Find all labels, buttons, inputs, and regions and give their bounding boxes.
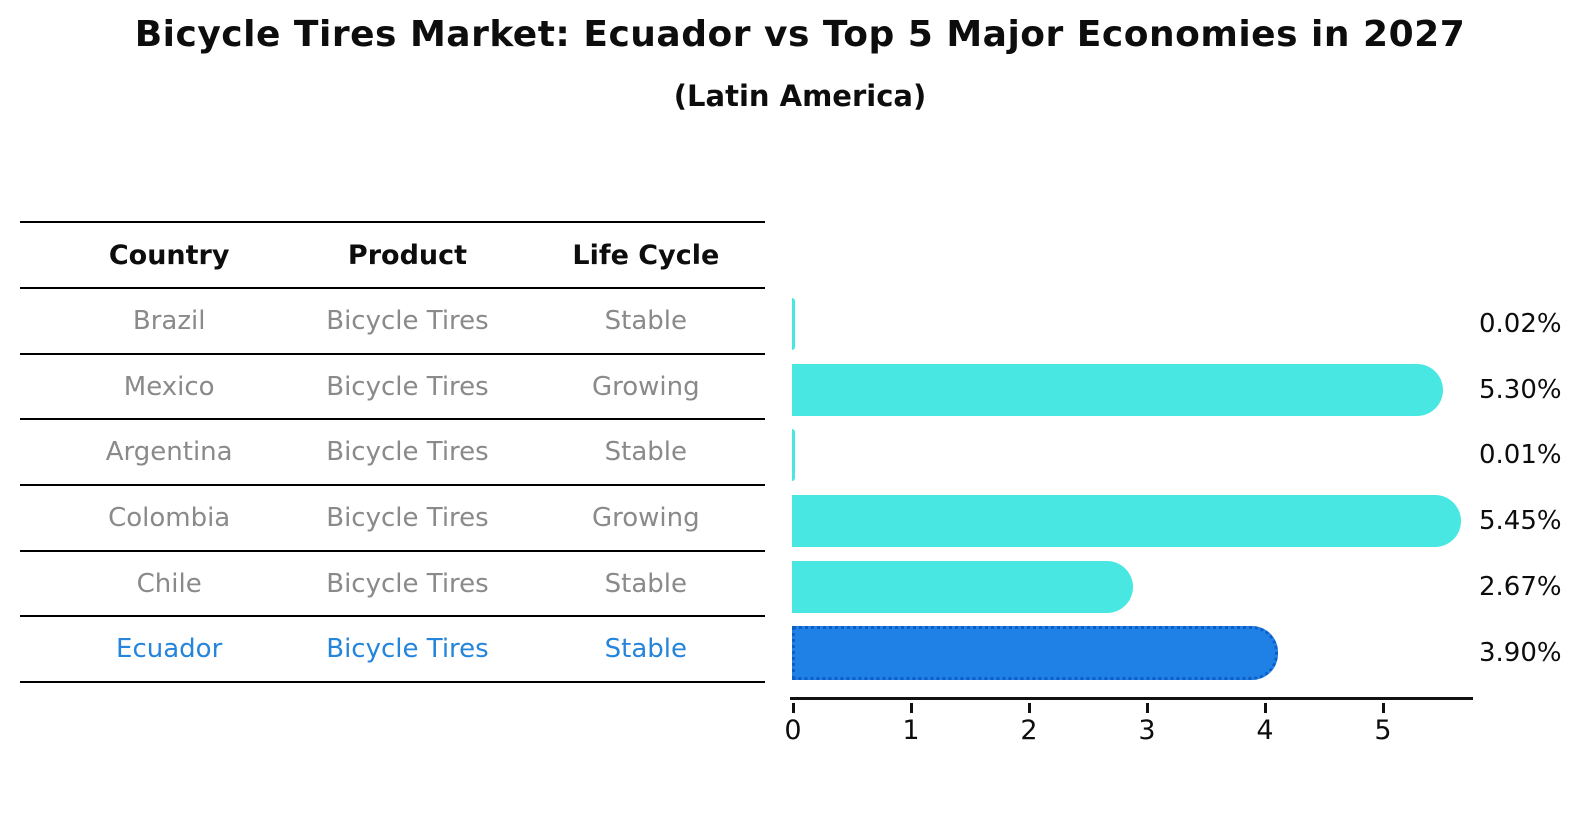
x-axis-tick-1 bbox=[910, 703, 913, 713]
figure-subtitle: (Latin America) bbox=[673, 79, 927, 113]
value-label-ecuador: 3.90% bbox=[1479, 637, 1562, 668]
table-row-chile: Chile Bicycle Tires Stable bbox=[20, 552, 765, 618]
table-row-colombia: Colombia Bicycle Tires Growing bbox=[20, 486, 765, 552]
cell-life-cycle-argentina: Stable bbox=[604, 437, 687, 468]
cell-product-brazil: Bicycle Tires bbox=[326, 305, 489, 336]
column-header-country: Country bbox=[108, 239, 230, 271]
cell-product-mexico: Bicycle Tires bbox=[326, 371, 489, 402]
cell-country-ecuador: Ecuador bbox=[116, 634, 223, 665]
x-axis-tick-3 bbox=[1146, 703, 1149, 713]
cell-product-chile: Bicycle Tires bbox=[326, 568, 489, 599]
bar-colombia bbox=[792, 495, 1462, 548]
x-axis-tick-5 bbox=[1382, 703, 1385, 713]
cell-country-colombia: Colombia bbox=[108, 502, 231, 533]
value-label-brazil: 0.02% bbox=[1479, 309, 1562, 339]
bar-mexico bbox=[792, 363, 1444, 416]
cell-country-mexico: Mexico bbox=[123, 371, 215, 402]
bar-chile bbox=[792, 560, 1134, 613]
bar-argentina bbox=[792, 429, 795, 482]
column-header-product: Product bbox=[347, 239, 468, 271]
cell-product-argentina: Bicycle Tires bbox=[326, 437, 489, 468]
x-axis-tick-2 bbox=[1028, 703, 1031, 713]
bar-brazil bbox=[792, 298, 795, 350]
cell-life-cycle-brazil: Stable bbox=[604, 305, 687, 336]
x-axis-tick-0 bbox=[792, 703, 795, 713]
cell-life-cycle-colombia: Growing bbox=[591, 502, 700, 533]
x-axis-tick-label-5: 5 bbox=[1374, 715, 1392, 746]
table-body: Brazil Bicycle Tires Stable Mexico Bicycle T… bbox=[20, 289, 765, 684]
cell-country-brazil: Brazil bbox=[132, 305, 206, 336]
value-label-argentina: 0.01% bbox=[1479, 440, 1562, 471]
value-label-mexico: 5.30% bbox=[1479, 374, 1562, 405]
x-axis-tick-label-1: 1 bbox=[902, 715, 920, 746]
cell-country-argentina: Argentina bbox=[105, 437, 233, 468]
table-header-row: Country Product Life Cycle bbox=[20, 221, 765, 289]
value-label-chile: 2.67% bbox=[1479, 571, 1562, 602]
x-axis-tick-label-0: 0 bbox=[784, 715, 802, 746]
table-row-brazil: Brazil Bicycle Tires Stable bbox=[20, 289, 765, 355]
x-axis-tick-label-3: 3 bbox=[1138, 715, 1156, 746]
column-header-life-cycle: Life Cycle bbox=[572, 239, 720, 271]
table-row-ecuador: Ecuador Bicycle Tires Stable bbox=[20, 617, 765, 684]
cell-life-cycle-mexico: Growing bbox=[591, 371, 700, 402]
cell-life-cycle-chile: Stable bbox=[604, 568, 687, 599]
x-axis-tick-label-4: 4 bbox=[1256, 715, 1274, 746]
cell-product-colombia: Bicycle Tires bbox=[326, 502, 489, 533]
x-axis-tick-label-2: 2 bbox=[1020, 715, 1038, 746]
cell-country-chile: Chile bbox=[136, 568, 202, 599]
value-label-colombia: 5.45% bbox=[1479, 506, 1562, 537]
comparison-table: Country Product Life Cycle Brazil Bicycle… bbox=[20, 221, 765, 684]
figure-title: Bicycle Tires Market: Ecuador vs Top 5 M… bbox=[134, 14, 1466, 55]
cell-life-cycle-ecuador: Stable bbox=[604, 634, 687, 665]
table-row-mexico: Mexico Bicycle Tires Growing bbox=[20, 355, 765, 421]
table-row-argentina: Argentina Bicycle Tires Stable bbox=[20, 420, 765, 487]
cell-product-ecuador: Bicycle Tires bbox=[326, 634, 489, 665]
x-axis-tick-4 bbox=[1264, 703, 1267, 713]
bar-ecuador bbox=[792, 625, 1279, 680]
bar-chart-plot-area: 0 1 2 3 4 5 bbox=[784, 291, 1473, 746]
